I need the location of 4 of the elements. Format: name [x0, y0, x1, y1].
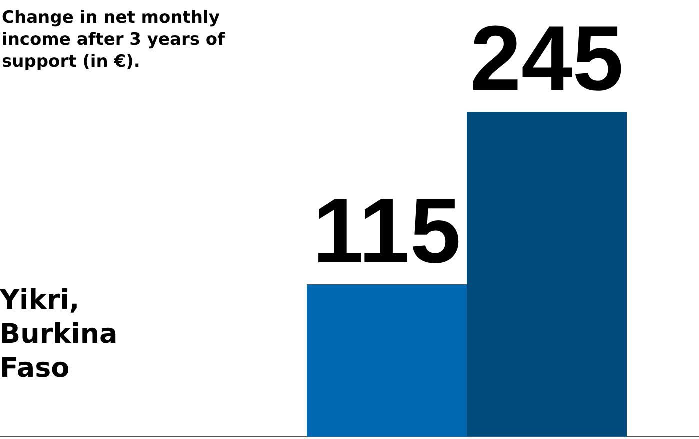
data-label: 115 — [312, 180, 462, 282]
text: Yikri, Burkina Faso — [0, 285, 118, 384]
data-label: 245 — [470, 8, 624, 110]
text: Change in net monthly income after 3 years of support (in €). — [2, 8, 226, 72]
